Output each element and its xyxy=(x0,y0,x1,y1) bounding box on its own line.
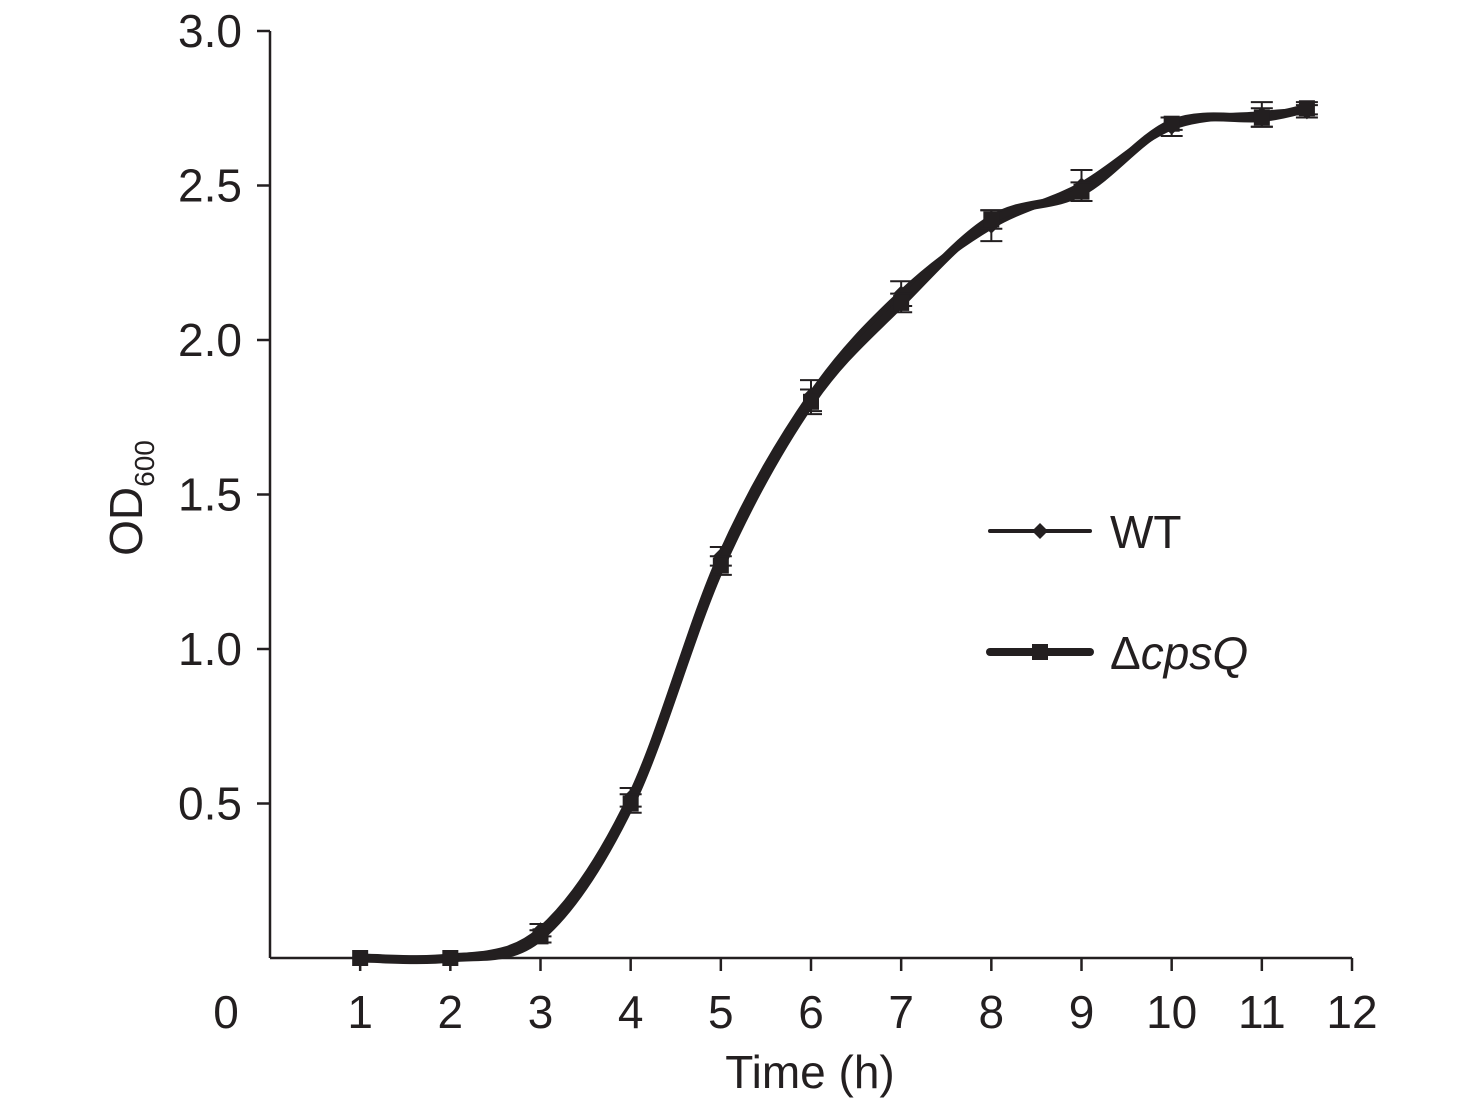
legend-marker xyxy=(1032,523,1048,539)
x-tick-label: 4 xyxy=(618,986,644,1038)
data-point xyxy=(1253,109,1270,126)
legend-label-gene: cpsQ xyxy=(1141,627,1248,679)
legend-item-cpsq: ΔcpsQ xyxy=(986,627,1248,679)
legend-label-delta: Δ xyxy=(1110,627,1141,679)
axis-labels: Time (h) OD600 xyxy=(100,440,895,1098)
legend-label: ΔcpsQ xyxy=(1110,627,1248,679)
data-point xyxy=(1073,183,1090,200)
data-point xyxy=(712,557,729,574)
data-point xyxy=(803,393,819,410)
legend-item-wt: WT xyxy=(988,506,1182,558)
x-tick-label: 0 xyxy=(213,986,239,1038)
x-tick-label: 7 xyxy=(888,986,914,1038)
data-point xyxy=(1163,115,1180,132)
x-tick-label: 10 xyxy=(1146,986,1197,1038)
x-tick-label: 12 xyxy=(1326,986,1377,1038)
data-point xyxy=(352,950,369,966)
x-tick-label: 9 xyxy=(1069,986,1095,1038)
y-tick-label: 2.0 xyxy=(178,314,242,366)
y-tick-label: 1.0 xyxy=(178,623,242,675)
x-tick-label: 2 xyxy=(438,986,464,1038)
legend: WT ΔcpsQ xyxy=(986,506,1248,679)
x-axis-label: Time (h) xyxy=(725,1046,895,1098)
x-tick-label: 5 xyxy=(708,986,734,1038)
series-layer xyxy=(352,100,1318,966)
data-point xyxy=(1298,100,1315,117)
y-tick-label: 1.5 xyxy=(178,469,242,521)
x-tick-label: 6 xyxy=(798,986,824,1038)
y-tick-label: 2.5 xyxy=(178,160,242,212)
data-point xyxy=(983,211,1000,228)
y-tick-label: 3.0 xyxy=(178,5,242,57)
legend-marker xyxy=(1032,644,1048,660)
y-axis-label-main: OD xyxy=(100,487,152,556)
legend-label: WT xyxy=(1110,506,1182,558)
data-point xyxy=(622,795,639,812)
y-axis-label-sub: 600 xyxy=(129,440,160,487)
series-cpsq xyxy=(352,100,1318,966)
y-axis-label: OD600 xyxy=(100,440,160,556)
x-tick-label: 8 xyxy=(979,986,1005,1038)
x-tick-label: 1 xyxy=(347,986,373,1038)
data-point xyxy=(893,294,910,311)
data-point xyxy=(532,928,549,945)
x-tick-label: 3 xyxy=(528,986,554,1038)
x-tick-label: 11 xyxy=(1238,986,1286,1038)
y-tick-label: 0.5 xyxy=(178,778,242,830)
axes: 0.51.01.52.02.53.00 1 2 3 4 5 6 7 8 9 10 11 12 xyxy=(178,5,1378,1038)
data-point xyxy=(442,950,459,966)
